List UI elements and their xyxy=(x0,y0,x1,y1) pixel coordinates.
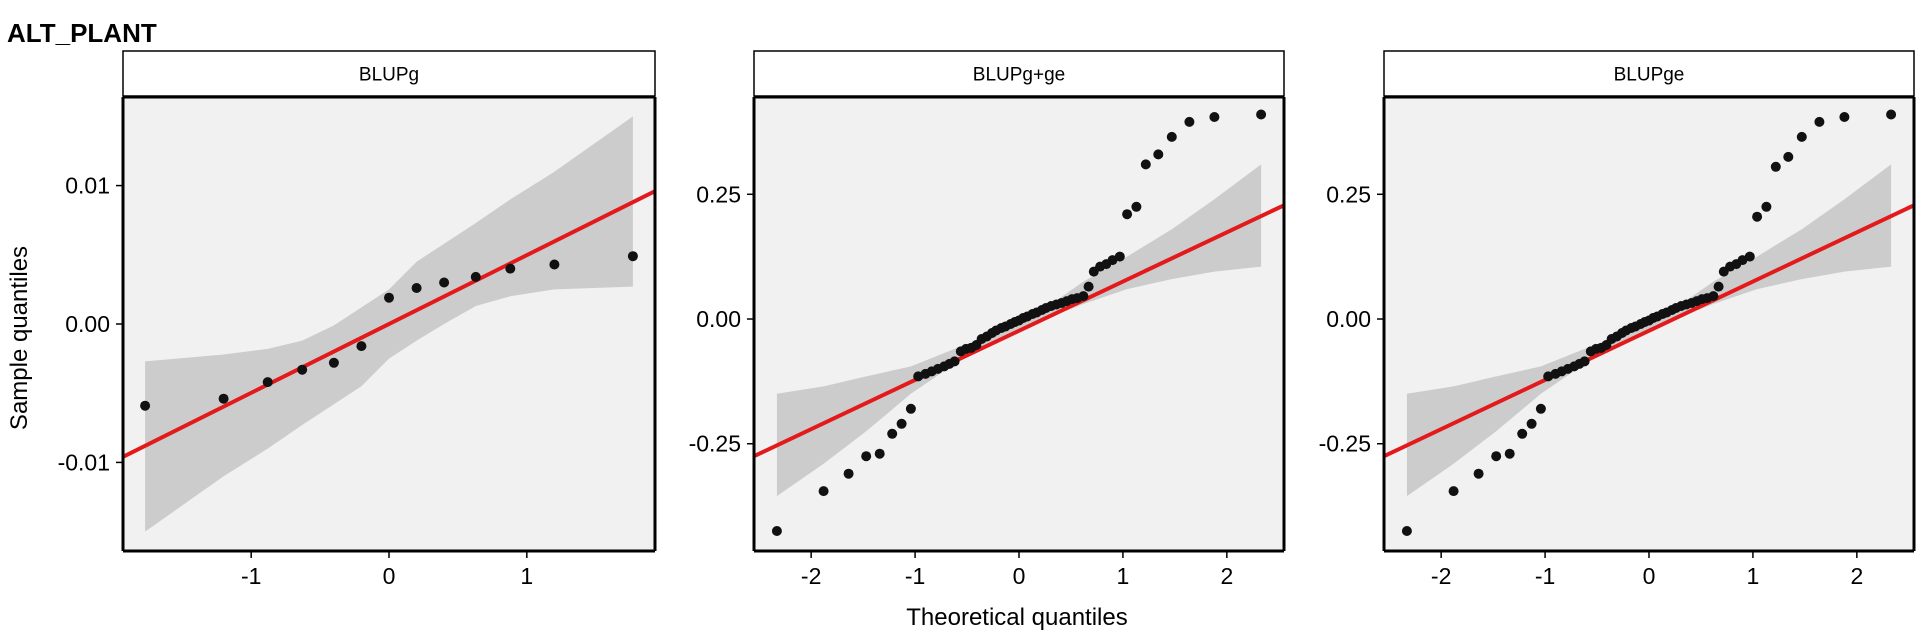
reference-line xyxy=(123,189,655,459)
data-point xyxy=(505,263,516,274)
data-point xyxy=(874,448,885,459)
data-point xyxy=(1517,428,1528,439)
data-point xyxy=(1770,161,1781,172)
x-tick-label: -1 xyxy=(905,563,925,589)
x-tick-label: -2 xyxy=(801,563,821,589)
facet-strip-label: BLUPg xyxy=(359,65,419,86)
data-point xyxy=(1713,281,1724,292)
data-point xyxy=(1886,109,1897,120)
data-point xyxy=(262,377,273,388)
x-axis-label: Theoretical quantiles xyxy=(906,604,1128,631)
data-point xyxy=(470,271,481,282)
data-point xyxy=(1473,468,1484,479)
y-tick-label: 0.25 xyxy=(1326,181,1371,207)
data-point xyxy=(1839,112,1850,122)
x-tick-label: 1 xyxy=(1747,563,1760,589)
plot-area xyxy=(754,109,1284,536)
x-tick-label: -1 xyxy=(1535,563,1555,589)
data-point xyxy=(896,418,907,429)
data-point xyxy=(1535,403,1546,414)
data-point xyxy=(887,428,898,439)
data-point xyxy=(1504,448,1515,459)
data-point xyxy=(218,393,229,404)
facet-strip-label: BLUPge xyxy=(1614,65,1685,86)
data-point xyxy=(1491,451,1502,462)
panel-1: BLUPg -1 0 1 -0.01 0.00 0.01 xyxy=(58,50,657,589)
y-tick-label: 0.00 xyxy=(1326,306,1371,332)
figure-title: ALT_PLANT xyxy=(7,18,157,48)
y-tick-label: 0.00 xyxy=(696,306,741,332)
data-point xyxy=(1114,251,1125,262)
data-point xyxy=(356,341,367,352)
data-point xyxy=(297,364,308,375)
y-tick-label: 0.00 xyxy=(65,311,110,337)
data-point xyxy=(1078,291,1089,302)
data-point xyxy=(328,357,339,368)
reference-line xyxy=(754,203,1284,459)
x-tick-label: 1 xyxy=(1117,563,1130,589)
data-point xyxy=(1752,211,1763,222)
data-point xyxy=(1448,486,1459,497)
data-point xyxy=(1708,291,1719,302)
data-point xyxy=(843,468,854,479)
data-point xyxy=(1140,159,1151,170)
y-tick-label: -0.01 xyxy=(58,449,110,475)
facet-strip xyxy=(1383,50,1915,97)
x-tick-label: 2 xyxy=(1850,563,1863,589)
y-tick-label: 0.01 xyxy=(65,173,110,199)
x-tick-label: 0 xyxy=(1013,563,1026,589)
y-tick-label: -0.25 xyxy=(689,431,741,457)
data-point xyxy=(1526,418,1537,429)
data-point xyxy=(1153,149,1164,160)
data-point xyxy=(818,486,829,497)
data-point xyxy=(1131,201,1142,212)
data-point xyxy=(1122,209,1133,220)
data-point xyxy=(1744,251,1755,262)
panel-2: BLUPg+ge -2 -1 0 1 2 -0.25 0.00 0.25 xyxy=(689,50,1286,589)
reference-line xyxy=(1384,203,1914,459)
data-point xyxy=(861,451,872,462)
data-point xyxy=(949,356,960,367)
plot-area xyxy=(1384,109,1914,536)
data-point xyxy=(1083,281,1094,292)
plot-area xyxy=(123,116,655,532)
data-point xyxy=(1783,151,1794,162)
data-point xyxy=(627,251,638,262)
data-point xyxy=(771,526,782,536)
data-point xyxy=(1761,201,1772,212)
data-point xyxy=(1256,109,1267,120)
x-tick-label: 2 xyxy=(1220,563,1233,589)
data-point xyxy=(1184,116,1195,127)
x-tick-label: -1 xyxy=(241,563,261,589)
x-tick-label: 1 xyxy=(520,563,533,589)
data-point xyxy=(140,400,151,411)
data-point xyxy=(384,292,394,303)
x-tick-label: 0 xyxy=(1643,563,1656,589)
data-point xyxy=(905,403,916,414)
x-tick-label: 0 xyxy=(383,563,396,589)
facet-strip-label: BLUPg+ge xyxy=(973,65,1065,86)
data-point xyxy=(1401,526,1412,536)
y-tick-label: 0.25 xyxy=(696,181,741,207)
data-point xyxy=(411,283,422,293)
y-tick-label: -0.25 xyxy=(1319,431,1371,457)
facet-strip xyxy=(753,50,1285,97)
data-point xyxy=(1166,131,1177,142)
data-point xyxy=(549,259,560,270)
data-point xyxy=(439,277,450,288)
data-point xyxy=(1814,116,1825,127)
data-point xyxy=(1796,131,1807,142)
x-tick-label: -2 xyxy=(1431,563,1451,589)
data-point xyxy=(1579,356,1590,367)
panel-3: BLUPge -2 -1 0 1 2 -0.25 0.00 0.25 xyxy=(1319,50,1916,589)
data-point xyxy=(1209,112,1220,122)
